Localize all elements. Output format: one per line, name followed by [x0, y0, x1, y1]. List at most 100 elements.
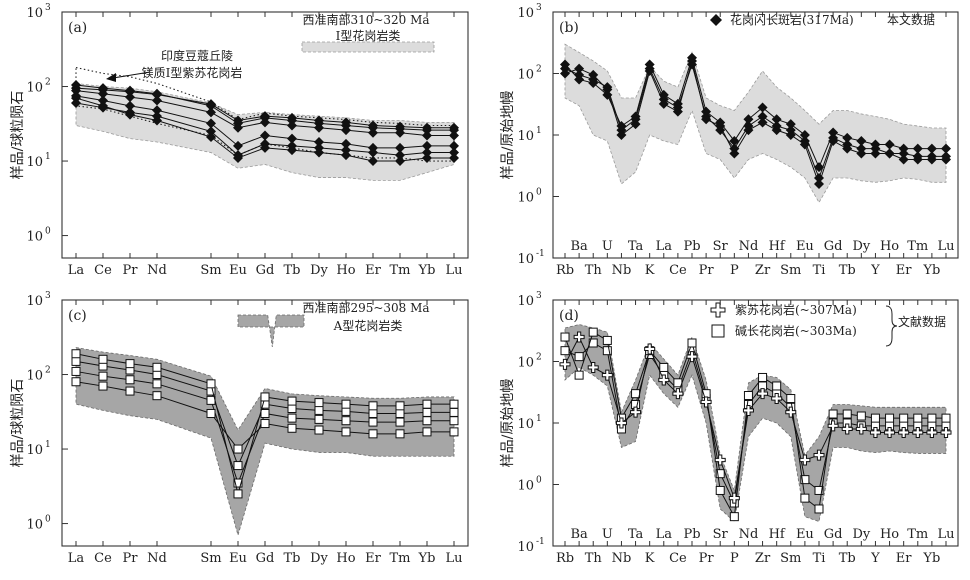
- data-point: [206, 379, 216, 389]
- x-tick-label: Ti: [813, 551, 826, 566]
- data-point: [152, 88, 162, 99]
- x-tick-label: Dy: [852, 527, 870, 542]
- x-tick-label: Ba: [570, 527, 588, 542]
- data-point: [422, 152, 432, 163]
- y-tick-label: 10: [517, 6, 534, 21]
- data-point: [926, 427, 938, 439]
- x-tick-label: Lu: [445, 551, 462, 566]
- data-point: [368, 417, 378, 427]
- x-tick-label: Sm: [780, 551, 801, 566]
- x-tick-label: Tm: [390, 263, 411, 278]
- y-tick-exponent: 2: [536, 353, 542, 363]
- data-point: [206, 118, 216, 129]
- data-point: [260, 408, 270, 418]
- data-point: [233, 444, 243, 454]
- data-point: [799, 139, 810, 150]
- data-point: [842, 143, 853, 154]
- x-tick-label: Tm: [907, 239, 928, 254]
- data-point: [912, 143, 923, 154]
- data-point: [260, 130, 270, 141]
- y-tick-label: 10: [517, 540, 534, 555]
- data-point: [206, 107, 216, 118]
- data-point: [574, 370, 584, 380]
- x-tick-label: Y: [870, 263, 880, 278]
- x-tick-label: La: [656, 527, 673, 542]
- data-point: [422, 399, 432, 409]
- data-point: [940, 427, 952, 439]
- data-point: [588, 327, 598, 337]
- data-point: [152, 105, 162, 116]
- x-tick-label: Er: [896, 551, 912, 566]
- data-point: [602, 335, 612, 345]
- legend-marker: [711, 324, 725, 338]
- data-point: [287, 120, 297, 131]
- x-tick-label: Tb: [839, 263, 856, 278]
- data-point: [287, 133, 297, 144]
- data-point: [152, 95, 162, 106]
- data-point: [912, 154, 923, 165]
- data-point: [71, 93, 81, 104]
- x-tick-label: Zr: [755, 551, 771, 566]
- data-point: [658, 374, 670, 386]
- data-point: [869, 427, 881, 439]
- data-point: [927, 413, 937, 423]
- data-point: [842, 409, 852, 419]
- data-point: [856, 135, 867, 146]
- data-point: [574, 352, 584, 362]
- data-point: [422, 130, 432, 141]
- data-point: [687, 52, 697, 63]
- data-point: [742, 404, 754, 416]
- data-point: [814, 504, 824, 514]
- x-tick-label: Y: [870, 551, 880, 566]
- x-tick-label: Yb: [418, 551, 436, 566]
- data-point: [899, 413, 909, 423]
- data-point: [884, 427, 896, 439]
- x-tick-label: Ce: [94, 551, 112, 566]
- x-tick-label: Lu: [937, 527, 954, 542]
- x-tick-label: Ta: [628, 239, 644, 254]
- x-tick-label: Nb: [612, 551, 632, 566]
- x-tick-label: Zr: [755, 263, 771, 278]
- x-tick-label: Ba: [570, 239, 588, 254]
- legend-brace: [885, 305, 898, 347]
- legend-label: A型花岗岩类: [333, 318, 403, 333]
- data-point: [233, 152, 243, 163]
- data-point: [125, 92, 135, 103]
- reference-field-light: [564, 43, 947, 204]
- data-point: [341, 150, 351, 161]
- y-axis-title: 样品/原始地幔: [500, 379, 516, 468]
- x-tick-label: Yb: [418, 263, 436, 278]
- data-point: [602, 346, 612, 356]
- data-point: [800, 475, 810, 485]
- data-point: [743, 114, 754, 125]
- y-tick-exponent: 3: [536, 3, 542, 13]
- data-point: [587, 361, 599, 373]
- x-tick-label: Ho: [880, 239, 899, 254]
- data-point: [125, 100, 135, 111]
- data-point: [658, 98, 669, 109]
- arrow-head: [106, 73, 116, 82]
- data-point: [287, 403, 297, 413]
- y-tick-label: 10: [517, 68, 534, 83]
- data-point: [757, 117, 768, 128]
- data-point: [206, 395, 216, 405]
- x-tick-label: Dy: [310, 551, 328, 566]
- x-tick-label: Ho: [880, 527, 899, 542]
- y-tick-exponent: 2: [45, 366, 51, 376]
- data-point: [672, 98, 683, 109]
- series-line: [564, 58, 946, 186]
- data-point: [395, 429, 405, 439]
- x-tick-label: Lu: [445, 263, 462, 278]
- data-point: [672, 388, 684, 400]
- x-tick-label: Tm: [390, 551, 411, 566]
- data-point: [786, 394, 796, 404]
- data-point: [715, 485, 725, 495]
- x-tick-label: K: [645, 263, 655, 278]
- data-point: [842, 132, 853, 143]
- data-point: [630, 119, 641, 130]
- data-point: [341, 399, 351, 409]
- data-point: [449, 130, 459, 141]
- data-point: [71, 85, 81, 96]
- data-point: [125, 85, 135, 96]
- y-axis-title: 样品/原始地幔: [500, 91, 516, 180]
